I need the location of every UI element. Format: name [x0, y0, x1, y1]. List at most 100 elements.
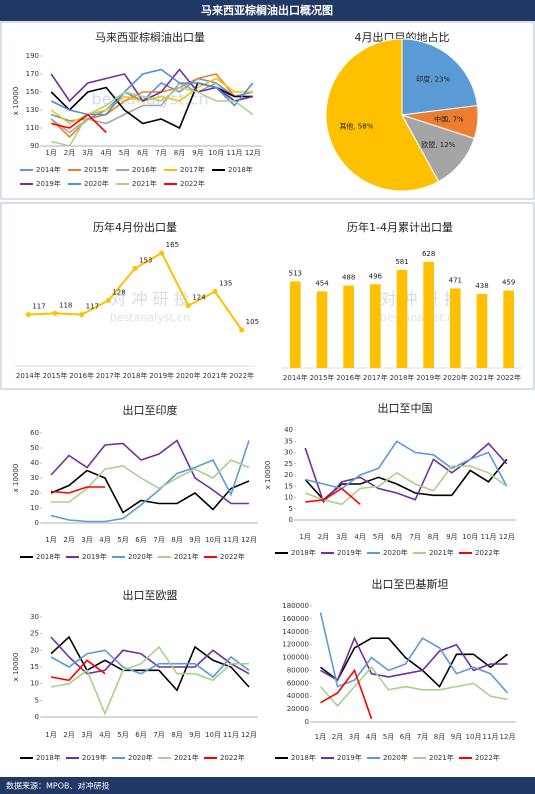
data-label: 105	[246, 318, 259, 326]
data-label: 其他, 58%	[339, 122, 373, 131]
y-tick-label: 35	[284, 437, 293, 445]
x-tick-label: 8月	[171, 536, 182, 544]
x-tick-label: 2月	[318, 533, 329, 541]
x-tick-label: 5月	[117, 731, 128, 739]
line-series	[304, 465, 508, 506]
chart-title: 出口至中国	[378, 401, 433, 415]
legend-label: 2020年	[383, 753, 408, 762]
x-tick-label: 3月	[81, 731, 92, 739]
x-tick-label: 2019年	[149, 371, 174, 380]
x-tick-label: 8月	[174, 149, 185, 157]
x-tick-label: 4月	[99, 731, 110, 739]
watermark: 对 冲 研 投	[380, 290, 459, 309]
line-series	[305, 440, 508, 490]
x-tick-label: 8月	[171, 731, 182, 739]
legend-label: 2016年	[132, 165, 157, 174]
x-tick-label: 3月	[336, 533, 347, 541]
legend-label: 2018年	[36, 753, 61, 762]
y-tick-label: 180000	[282, 602, 309, 610]
x-tick-label: 2014年	[283, 373, 308, 382]
y-tick-label: 25	[30, 630, 39, 638]
legend-label: 2018年	[36, 552, 61, 561]
bar	[290, 281, 301, 368]
watermark: bestanalyst.cn	[110, 311, 190, 324]
x-tick-label: 11月	[223, 731, 239, 739]
footer-bar	[0, 777, 535, 794]
y-tick-label: 30	[30, 613, 39, 621]
line-series	[50, 486, 105, 494]
x-tick-label: 10月	[208, 149, 224, 157]
point	[25, 312, 31, 318]
x-tick-label: 2月	[63, 731, 74, 739]
x-tick-label: 2016年	[336, 373, 361, 382]
x-tick-label: 12月	[500, 733, 516, 741]
x-tick-label: 8月	[434, 733, 445, 741]
line-series	[50, 439, 249, 505]
line-series	[51, 113, 107, 134]
x-tick-label: 6月	[137, 149, 148, 157]
legend-label: 2022年	[220, 552, 245, 561]
data-label: 488	[342, 274, 355, 282]
y-tick-label: 25	[284, 460, 293, 468]
y-tick-label: 170	[26, 70, 39, 78]
x-tick-label: 2014年	[16, 371, 41, 380]
x-tick-label: 11月	[227, 149, 243, 157]
x-tick-label: 2015年	[310, 373, 335, 382]
chart-title: 出口至印度	[123, 403, 178, 417]
y-tick-label: 40	[284, 426, 293, 434]
x-tick-label: 2月	[332, 733, 343, 741]
pie-slice	[325, 38, 440, 192]
line-series	[50, 649, 250, 679]
line-series	[320, 668, 373, 720]
point	[52, 310, 58, 316]
y-tick-label: 20	[30, 646, 39, 654]
x-tick-label: 4月	[366, 733, 377, 741]
x-tick-label: 10月	[466, 733, 482, 741]
point	[239, 327, 245, 333]
legend-label: 2021年	[429, 548, 454, 557]
data-label: 中国, 7%	[434, 114, 464, 123]
x-tick-label: 2021年	[203, 371, 228, 380]
chart-title: 历年1-4月累计出口量	[347, 220, 453, 234]
x-tick-label: 1月	[299, 533, 310, 541]
data-label: 117	[32, 303, 45, 311]
y-tick-label: 110	[26, 124, 39, 132]
legend-label: 2018年	[291, 548, 316, 557]
x-tick-label: 7月	[153, 731, 164, 739]
y-tick-label: 80000	[287, 666, 309, 674]
legend-label: 2021年	[174, 552, 199, 561]
data-label: 581	[395, 258, 408, 266]
data-label: 124	[192, 294, 206, 302]
line-series	[305, 487, 361, 505]
y-tick-label: 130	[26, 106, 39, 114]
panel	[0, 202, 535, 390]
line-series	[319, 665, 508, 708]
x-tick-label: 2016年	[69, 371, 94, 380]
line-series	[50, 440, 250, 523]
bar	[343, 285, 354, 368]
x-tick-label: 11月	[223, 536, 239, 544]
x-tick-label: 6月	[135, 731, 146, 739]
data-label: 496	[369, 272, 383, 280]
line-series	[50, 636, 250, 675]
x-tick-label: 6月	[391, 533, 402, 541]
x-tick-label: 5月	[117, 536, 128, 544]
y-axis-label: x 10000	[12, 87, 20, 116]
legend-label: 2019年	[82, 552, 107, 561]
y-tick-label: 190	[26, 52, 39, 60]
chart-title: 马来西亚棕榈油出口量	[95, 30, 205, 44]
point	[159, 250, 165, 256]
x-tick-label: 2017年	[363, 373, 388, 382]
data-label: 印度, 23%	[416, 75, 450, 84]
line-series	[50, 68, 253, 103]
line-series	[320, 636, 508, 682]
y-axis-label: x 10000	[12, 653, 20, 682]
legend-label: 2022年	[180, 179, 205, 188]
y-tick-label: 140000	[282, 628, 309, 636]
line-series	[304, 442, 508, 504]
x-tick-label: 11月	[481, 533, 497, 541]
x-tick-label: 9月	[189, 536, 200, 544]
legend-label: 2018年	[291, 753, 316, 762]
y-tick-label: 0	[35, 519, 39, 527]
point	[212, 289, 218, 294]
